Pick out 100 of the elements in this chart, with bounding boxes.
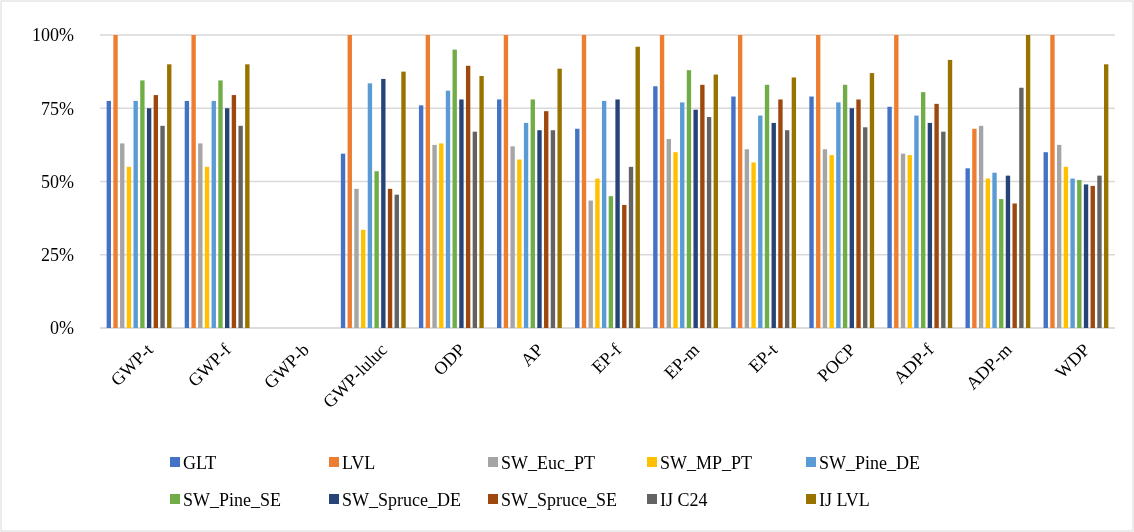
bar	[479, 76, 484, 328]
y-tick-label: 100%	[32, 25, 74, 46]
bar	[537, 130, 542, 328]
bar	[744, 149, 750, 328]
bar	[737, 35, 743, 328]
bar	[1005, 175, 1011, 328]
bar	[972, 128, 977, 328]
bar	[659, 35, 665, 328]
bar	[965, 168, 970, 328]
bar	[347, 35, 352, 328]
bar	[836, 102, 841, 328]
bar	[887, 106, 892, 328]
legend-label: LVL	[342, 453, 376, 474]
bar	[907, 155, 912, 328]
legend-label: GLT	[183, 453, 217, 474]
y-tick-label: 25%	[41, 245, 74, 266]
bar	[1090, 185, 1095, 328]
bar	[198, 143, 203, 328]
bar	[106, 100, 111, 328]
bar	[459, 99, 464, 328]
bar	[361, 229, 366, 328]
bar	[497, 99, 502, 328]
bar	[1019, 87, 1024, 328]
bar	[211, 100, 216, 328]
bar	[816, 35, 821, 328]
bar	[133, 100, 138, 328]
bar	[842, 84, 848, 328]
bar	[425, 35, 431, 328]
bar	[635, 46, 640, 328]
legend-label: SW_Euc_PT	[501, 453, 595, 474]
bar	[191, 35, 196, 328]
bar	[1050, 35, 1055, 328]
bar	[927, 122, 933, 328]
bar	[1056, 144, 1062, 328]
bar	[784, 130, 790, 328]
bar	[999, 199, 1004, 328]
bar	[992, 172, 997, 328]
bar	[530, 99, 535, 328]
bar	[822, 149, 828, 328]
legend-label: SW_MP_PT	[660, 453, 753, 474]
bar	[452, 49, 457, 328]
bar	[1070, 178, 1075, 328]
bar	[153, 95, 159, 328]
bar	[517, 159, 522, 328]
x-tick-label: EP-t	[744, 339, 782, 377]
bar	[731, 96, 736, 328]
x-tick-label: AP	[516, 339, 548, 371]
bar	[238, 125, 243, 328]
bar	[1012, 203, 1017, 328]
bar	[354, 188, 359, 328]
bar	[387, 188, 393, 328]
bar	[1083, 184, 1089, 328]
bar	[978, 125, 984, 328]
legend-label: IJ LVL	[819, 490, 870, 511]
bar	[1063, 166, 1069, 328]
bar	[947, 59, 953, 328]
bar	[941, 131, 946, 328]
x-tick-label: ODP	[429, 339, 470, 380]
bar	[680, 102, 685, 328]
bar	[550, 130, 556, 328]
bar	[381, 78, 386, 328]
bar	[673, 152, 678, 328]
bar	[367, 83, 373, 328]
bar	[126, 166, 132, 328]
bar	[218, 80, 223, 328]
bar	[615, 99, 620, 328]
bar	[713, 74, 718, 328]
bar	[985, 178, 990, 328]
bar	[204, 166, 210, 328]
bar	[523, 122, 529, 328]
bar	[401, 71, 406, 328]
legend-label: SW_Pine_DE	[819, 453, 920, 474]
bar	[778, 99, 783, 328]
bar	[160, 125, 165, 328]
bar	[184, 100, 190, 328]
legend-label: SW_Spruce_SE	[501, 490, 617, 511]
bar	[856, 99, 861, 328]
bar	[472, 131, 478, 328]
bar	[653, 86, 658, 328]
legend-label: SW_Spruce_DE	[342, 490, 461, 511]
bar	[829, 155, 834, 328]
bar	[920, 92, 926, 328]
bar	[167, 64, 172, 328]
legend-label: SW_Pine_SE	[183, 490, 282, 511]
bar	[432, 144, 437, 328]
bar	[140, 80, 145, 328]
y-tick-label: 50%	[41, 171, 74, 192]
y-tick-label: 0%	[50, 318, 74, 339]
bar	[700, 84, 705, 328]
bar	[575, 128, 580, 328]
bar	[1097, 175, 1102, 328]
bar	[146, 108, 152, 328]
bar	[445, 90, 451, 328]
bar	[628, 166, 634, 328]
bar	[439, 143, 444, 328]
bar	[849, 108, 854, 328]
bar	[374, 171, 379, 328]
bar	[588, 200, 593, 328]
bar	[622, 204, 627, 328]
bar	[418, 105, 424, 328]
